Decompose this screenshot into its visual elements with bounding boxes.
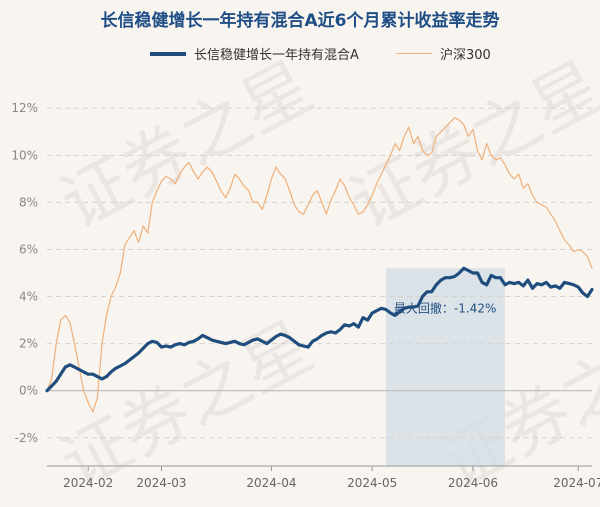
- series-line-fund: [45, 266, 594, 393]
- y-tick-label: 4%: [19, 290, 38, 304]
- y-tick-label: 6%: [19, 242, 38, 256]
- legend-label-fund: 长信稳健增长一年持有混合A: [194, 48, 359, 63]
- x-tick-label: 2024-02: [63, 476, 113, 490]
- x-tick-label: 2024-03: [136, 476, 186, 490]
- x-tick-label: 2024-07: [553, 476, 600, 490]
- legend-item-index[interactable]: 沪深300: [396, 44, 491, 63]
- y-tick-label: 12%: [11, 101, 38, 115]
- x-tick-label: 2024-06: [448, 476, 498, 490]
- x-tick-label: 2024-05: [347, 476, 397, 490]
- drawdown-shade: [385, 268, 505, 466]
- legend-swatch-index: [396, 52, 432, 55]
- legend-item-fund[interactable]: 长信稳健增长一年持有混合A: [150, 44, 359, 63]
- y-tick-label: 10%: [11, 148, 38, 162]
- series-line-index: [46, 117, 593, 413]
- y-tick-label: 0%: [19, 384, 38, 398]
- y-tick-label: 8%: [19, 195, 38, 209]
- y-tick-label: 2%: [19, 337, 38, 351]
- legend: 长信稳健增长一年持有混合A 沪深300: [0, 44, 600, 64]
- chart-title: 长信稳健增长一年持有混合A近6个月累计收益率走势: [100, 11, 500, 31]
- legend-swatch-fund: [150, 51, 186, 56]
- legend-label-index: 沪深300: [440, 48, 491, 63]
- x-tick-label: 2024-04: [246, 476, 296, 490]
- y-tick-label: -2%: [15, 431, 38, 445]
- drawdown-label: 最大回撤：-1.42%: [394, 300, 496, 315]
